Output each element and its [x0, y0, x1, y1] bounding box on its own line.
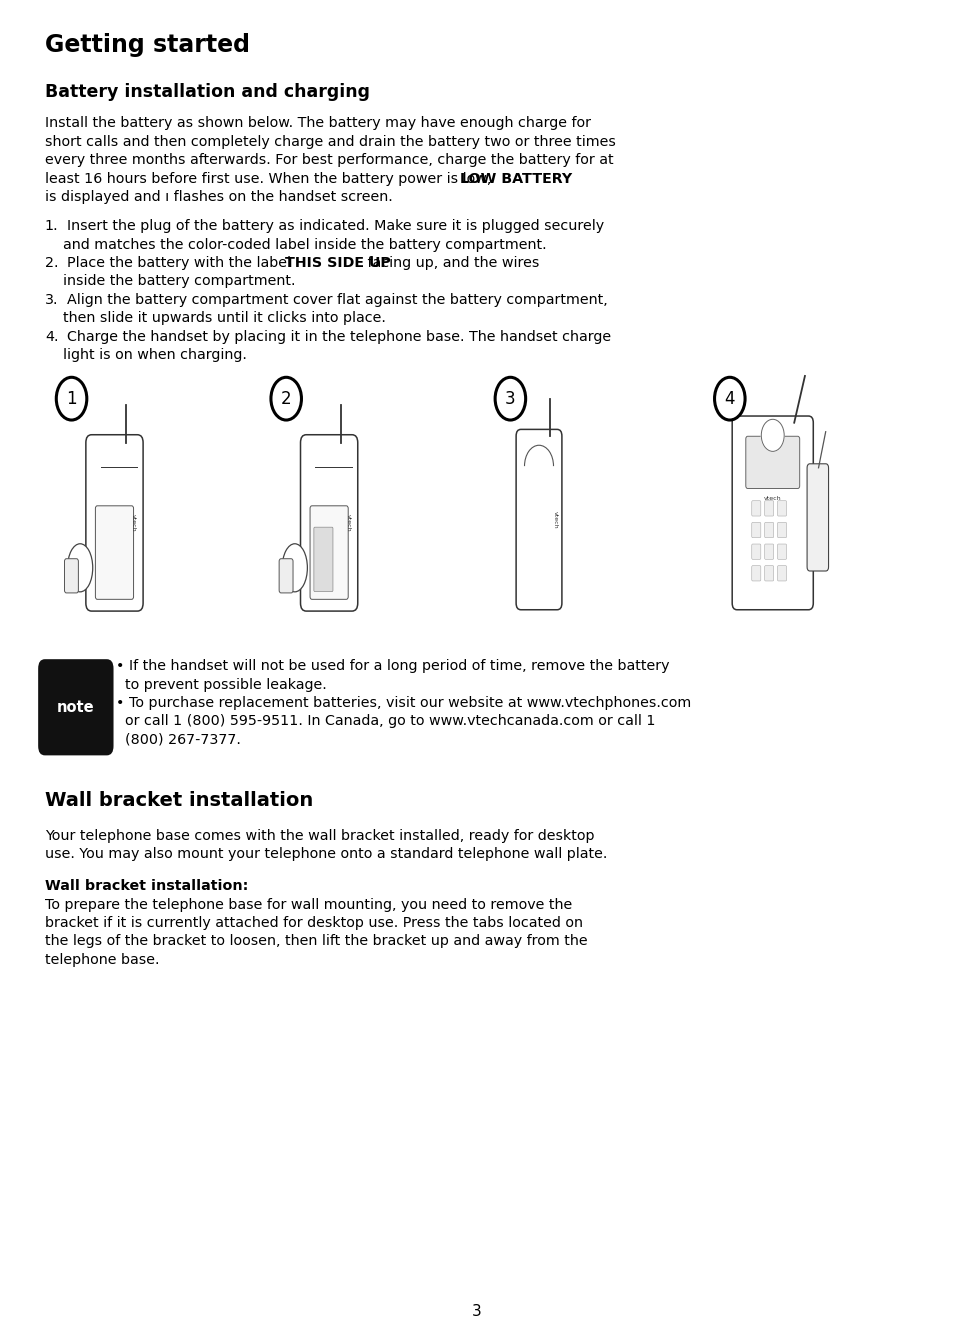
- FancyBboxPatch shape: [95, 506, 133, 600]
- FancyBboxPatch shape: [516, 429, 561, 609]
- Text: Wall bracket installation:: Wall bracket installation:: [45, 879, 248, 892]
- FancyBboxPatch shape: [65, 558, 78, 593]
- FancyBboxPatch shape: [38, 659, 113, 755]
- Text: then slide it upwards until it clicks into place.: then slide it upwards until it clicks in…: [45, 311, 385, 325]
- Text: vtech: vtech: [763, 496, 781, 501]
- Text: Align the battery compartment cover flat against the battery compartment,: Align the battery compartment cover flat…: [58, 293, 607, 307]
- Text: is displayed and ı flashes on the handset screen.: is displayed and ı flashes on the handse…: [45, 190, 393, 204]
- Text: 3: 3: [472, 1304, 481, 1320]
- Text: 1: 1: [66, 390, 77, 407]
- FancyBboxPatch shape: [777, 565, 785, 581]
- Text: 4.: 4.: [45, 330, 58, 343]
- Text: or call 1 (800) 595-9511. In Canada, go to www.vtechcanada.com or call 1: or call 1 (800) 595-9511. In Canada, go …: [116, 715, 656, 728]
- FancyBboxPatch shape: [777, 501, 785, 516]
- Text: 3.: 3.: [45, 293, 58, 307]
- Text: If the handset will not be used for a long period of time, remove the battery: If the handset will not be used for a lo…: [130, 659, 669, 673]
- Ellipse shape: [68, 544, 92, 592]
- Text: Install the battery as shown below. The battery may have enough charge for: Install the battery as shown below. The …: [45, 116, 590, 130]
- Text: (800) 267-7377.: (800) 267-7377.: [116, 733, 241, 747]
- Text: inside the battery compartment.: inside the battery compartment.: [45, 274, 295, 289]
- Text: •: •: [116, 696, 129, 709]
- Text: To purchase replacement batteries, visit our website at www.vtechphones.com: To purchase replacement batteries, visit…: [130, 696, 691, 709]
- Circle shape: [714, 377, 744, 420]
- Text: THIS SIDE UP: THIS SIDE UP: [285, 257, 391, 270]
- FancyBboxPatch shape: [763, 544, 773, 560]
- FancyBboxPatch shape: [777, 522, 785, 537]
- Text: 3: 3: [504, 390, 516, 407]
- Circle shape: [271, 377, 301, 420]
- FancyBboxPatch shape: [777, 544, 785, 560]
- Text: Charge the handset by placing it in the telephone base. The handset charge: Charge the handset by placing it in the …: [58, 330, 610, 343]
- FancyBboxPatch shape: [300, 434, 357, 611]
- Text: Wall bracket installation: Wall bracket installation: [45, 791, 313, 811]
- Text: 1.: 1.: [45, 219, 58, 232]
- Text: Getting started: Getting started: [45, 33, 250, 57]
- Text: bracket if it is currently attached for desktop use. Press the tabs located on: bracket if it is currently attached for …: [45, 916, 582, 930]
- Text: use. You may also mount your telephone onto a standard telephone wall plate.: use. You may also mount your telephone o…: [45, 847, 606, 862]
- Text: Your telephone base comes with the wall bracket installed, ready for desktop: Your telephone base comes with the wall …: [45, 828, 594, 843]
- FancyBboxPatch shape: [732, 415, 812, 609]
- Text: LOW BATTERY: LOW BATTERY: [459, 171, 572, 186]
- Text: light is on when charging.: light is on when charging.: [45, 349, 247, 362]
- Text: vtech: vtech: [552, 510, 558, 528]
- FancyBboxPatch shape: [763, 522, 773, 537]
- FancyBboxPatch shape: [86, 434, 143, 611]
- FancyBboxPatch shape: [310, 506, 348, 600]
- Circle shape: [760, 420, 783, 452]
- Text: telephone base.: telephone base.: [45, 953, 159, 967]
- Text: 4: 4: [723, 390, 735, 407]
- Text: short calls and then completely charge and drain the battery two or three times: short calls and then completely charge a…: [45, 135, 615, 148]
- Text: every three months afterwards. For best performance, charge the battery for at: every three months afterwards. For best …: [45, 154, 613, 167]
- FancyBboxPatch shape: [763, 501, 773, 516]
- FancyBboxPatch shape: [751, 544, 760, 560]
- Text: note: note: [57, 700, 94, 715]
- Text: •: •: [116, 659, 129, 673]
- FancyBboxPatch shape: [745, 437, 799, 489]
- FancyBboxPatch shape: [751, 522, 760, 537]
- Circle shape: [56, 377, 87, 420]
- Text: the legs of the bracket to loosen, then lift the bracket up and away from the: the legs of the bracket to loosen, then …: [45, 934, 587, 949]
- Text: Place the battery with the label: Place the battery with the label: [58, 257, 295, 270]
- Text: 2.: 2.: [45, 257, 58, 270]
- Text: vtech: vtech: [132, 514, 136, 532]
- FancyBboxPatch shape: [763, 565, 773, 581]
- Text: Battery installation and charging: Battery installation and charging: [45, 83, 370, 100]
- Text: Insert the plug of the battery as indicated. Make sure it is plugged securely: Insert the plug of the battery as indica…: [58, 219, 603, 232]
- Text: 2: 2: [280, 390, 292, 407]
- FancyBboxPatch shape: [314, 528, 333, 592]
- FancyBboxPatch shape: [751, 501, 760, 516]
- Text: facing up, and the wires: facing up, and the wires: [362, 257, 538, 270]
- Text: and matches the color-coded label inside the battery compartment.: and matches the color-coded label inside…: [45, 238, 546, 251]
- Text: least 16 hours before first use. When the battery power is low,: least 16 hours before first use. When th…: [45, 171, 496, 186]
- FancyBboxPatch shape: [279, 558, 293, 593]
- Text: vtech: vtech: [346, 514, 351, 532]
- Text: To prepare the telephone base for wall mounting, you need to remove the: To prepare the telephone base for wall m…: [45, 898, 572, 911]
- FancyBboxPatch shape: [806, 464, 827, 570]
- Circle shape: [495, 377, 525, 420]
- Ellipse shape: [282, 544, 307, 592]
- Text: to prevent possible leakage.: to prevent possible leakage.: [116, 677, 327, 692]
- FancyBboxPatch shape: [751, 565, 760, 581]
